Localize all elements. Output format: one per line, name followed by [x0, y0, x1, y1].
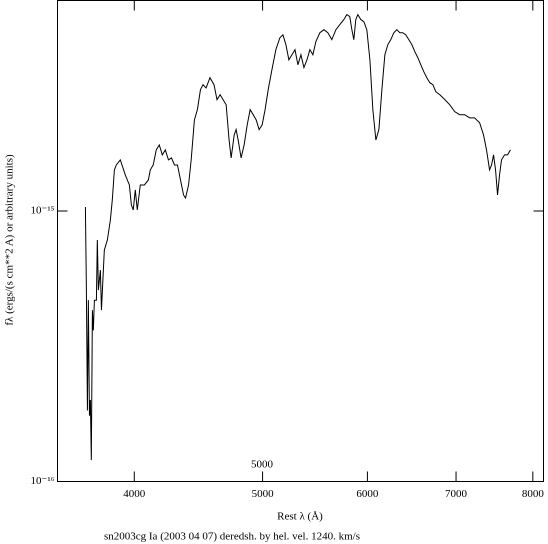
- x-axis-label: Rest λ (Å): [277, 511, 323, 523]
- caption: sn2003cg Ia (2003 04 07) deredsh. by hel…: [104, 531, 360, 543]
- x-tick-label: 8000: [522, 488, 545, 500]
- y-tick-label: 10⁻¹⁵: [31, 205, 55, 217]
- y-tick-label: 10⁻¹⁶: [31, 475, 55, 487]
- x-tick-label: 5000: [252, 488, 275, 500]
- x-tick-label: 6000: [356, 488, 379, 500]
- annotation: 5000: [251, 459, 274, 471]
- plot-frame: [57, 0, 544, 482]
- x-tick-label: 4000: [123, 488, 146, 500]
- x-tick-label: 7000: [445, 488, 468, 500]
- y-axis-label: fλ (ergs/(s cm**2 A) or arbitrary units): [4, 154, 16, 326]
- spectrum-line: [84, 13, 511, 461]
